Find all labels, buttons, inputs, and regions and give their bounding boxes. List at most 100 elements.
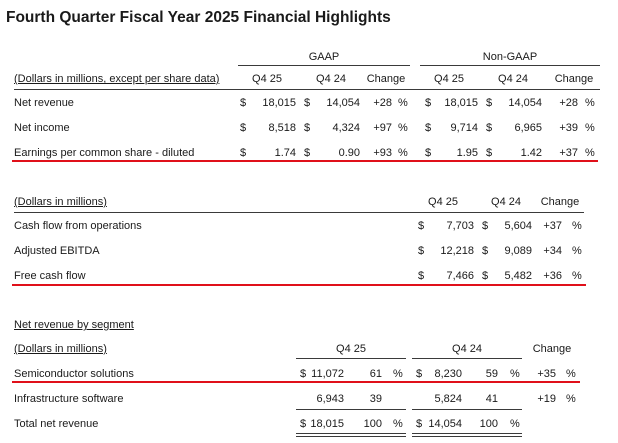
row-label: Total net revenue: [14, 418, 99, 430]
q4-24-value: 9,089: [504, 245, 532, 257]
row-label: Free cash flow: [14, 270, 86, 282]
dollar-sign: $: [482, 270, 489, 282]
dollar-sign: $: [486, 122, 493, 134]
row-label: Net revenue: [14, 97, 74, 109]
change-pct: %: [566, 393, 576, 405]
column-header: Q4 24: [491, 196, 521, 208]
total-double-rule: [412, 433, 522, 434]
non-gaap-change: +37: [559, 147, 578, 159]
gaap-change-pct: %: [398, 122, 408, 134]
units-label: (Dollars in millions, except per share d…: [14, 73, 220, 85]
column-header: Change: [540, 196, 580, 208]
gaap-q4-25: 8,518: [268, 122, 296, 134]
header-rule: [14, 89, 600, 90]
dollar-sign: $: [418, 245, 425, 257]
dollar-sign: $: [304, 97, 311, 109]
highlight-underline: [12, 381, 580, 383]
highlight-underline: [12, 160, 598, 162]
row-label: Adjusted EBITDA: [14, 245, 100, 257]
gaap-q4-24: 0.90: [338, 147, 360, 159]
q4-24-share: 41: [485, 393, 498, 405]
total-double-rule: [412, 436, 522, 437]
gaap-header-rule: [238, 65, 410, 66]
dollar-sign: $: [418, 270, 425, 282]
non-gaap-change: +39: [559, 122, 578, 134]
q4-24-share-pct: %: [510, 368, 520, 380]
q4-25-value: 11,072: [311, 368, 344, 380]
gaap-q4-24: 4,324: [332, 122, 360, 134]
change-pct: %: [572, 270, 582, 282]
dollar-sign: $: [425, 122, 432, 134]
non-gaap-q4-25: 1.95: [456, 147, 478, 159]
dollar-sign: $: [482, 245, 489, 257]
total-double-rule: [296, 433, 406, 434]
non-gaap-change-pct: %: [585, 147, 595, 159]
units-label: (Dollars in millions): [14, 196, 107, 208]
column-header: Q4 24: [316, 73, 346, 85]
change-pct: %: [566, 368, 576, 380]
q4-25-share: 61: [369, 368, 382, 380]
gaap-change: +93: [373, 147, 392, 159]
dollar-sign: $: [240, 97, 247, 109]
highlight-underline: [12, 284, 586, 286]
gaap-q4-24: 14,054: [326, 97, 360, 109]
q4-25-value: 18,015: [310, 418, 344, 430]
non-gaap-q4-25: 9,714: [450, 122, 478, 134]
q4-24-value: 8,230: [434, 368, 462, 380]
dollar-sign: $: [416, 368, 423, 380]
row-label: Semiconductor solutions: [14, 368, 134, 380]
subtotal-rule: [296, 409, 406, 410]
column-header: Q4 25: [428, 196, 458, 208]
dollar-sign: $: [416, 418, 423, 430]
non-gaap-q4-24: 6,965: [514, 122, 542, 134]
gaap-change: +28: [373, 97, 392, 109]
dollar-sign: $: [418, 220, 425, 232]
column-header: Change: [366, 73, 406, 85]
change-value: +36: [543, 270, 562, 282]
change-value: +35: [537, 368, 556, 380]
q4-24-value: 5,482: [504, 270, 532, 282]
non-gaap-change-pct: %: [585, 97, 595, 109]
q4-25-value: 7,466: [446, 270, 474, 282]
change-value: +34: [543, 245, 562, 257]
gaap-change-pct: %: [398, 97, 408, 109]
change-value: +37: [543, 220, 562, 232]
units-label: (Dollars in millions): [14, 343, 107, 355]
column-header: Q4 25: [252, 73, 282, 85]
dollar-sign: $: [482, 220, 489, 232]
dollar-sign: $: [486, 97, 493, 109]
non-gaap-q4-24: 14,054: [508, 97, 542, 109]
non-gaap-header-rule: [420, 65, 600, 66]
dollar-sign: $: [240, 147, 247, 159]
non-gaap-q4-24: 1.42: [520, 147, 542, 159]
non-gaap-q4-25: 18,015: [444, 97, 478, 109]
dollar-sign: $: [425, 97, 432, 109]
dollar-sign: $: [300, 368, 307, 380]
q4-24-value: 14,054: [428, 418, 462, 430]
non-gaap-change: +28: [559, 97, 578, 109]
gaap-change-pct: %: [398, 147, 408, 159]
q4-24-share-pct: %: [510, 418, 520, 430]
q4-25-value: 7,703: [446, 220, 474, 232]
subtotal-rule: [412, 409, 522, 410]
gaap-q4-25: 18,015: [262, 97, 296, 109]
q4-24-share: 59: [485, 368, 498, 380]
dollar-sign: $: [304, 147, 311, 159]
column-header: Q4 24: [452, 343, 482, 355]
dollar-sign: $: [300, 418, 307, 430]
q4-24-share: 100: [479, 418, 498, 430]
non-gaap-change-pct: %: [585, 122, 595, 134]
row-label: Net income: [14, 122, 70, 134]
total-double-rule: [296, 436, 406, 437]
dollar-sign: $: [425, 147, 432, 159]
q4-24-value: 5,604: [504, 220, 532, 232]
q4-25-value: 6,943: [316, 393, 344, 405]
gaap-q4-25: 1.74: [274, 147, 296, 159]
q4-25-share: 39: [369, 393, 382, 405]
q4-25-value: 12,218: [440, 245, 474, 257]
dollar-sign: $: [486, 147, 493, 159]
change-pct: %: [572, 220, 582, 232]
header-rule: [296, 358, 406, 359]
change-pct: %: [572, 245, 582, 257]
column-header: Change: [532, 343, 572, 355]
